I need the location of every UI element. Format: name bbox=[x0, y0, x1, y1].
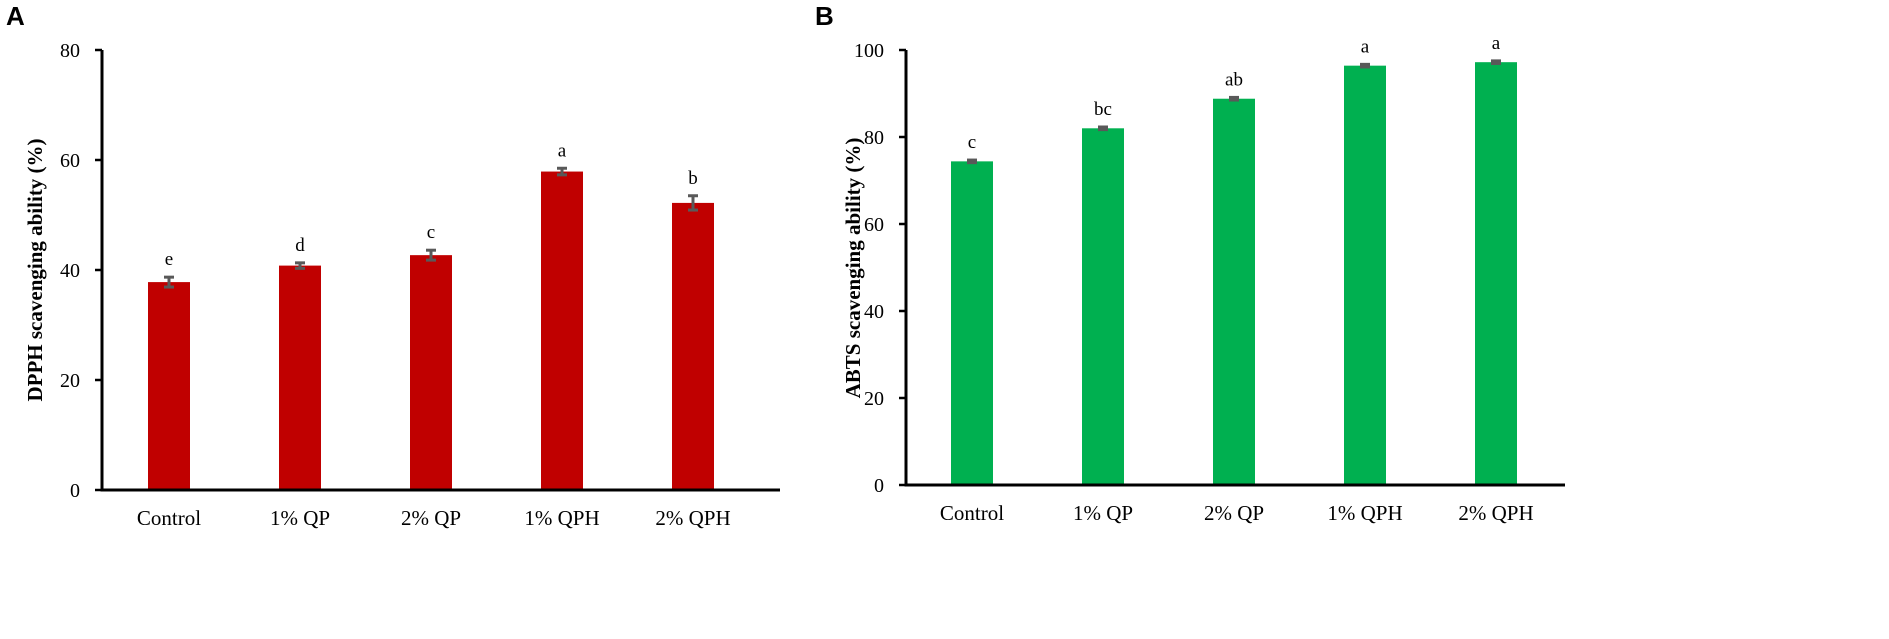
y-tick-label: 60 bbox=[60, 150, 80, 172]
x-tick-label: 1% QP bbox=[270, 506, 330, 530]
x-tick-label: 2% QPH bbox=[655, 506, 730, 530]
significance-label: ab bbox=[1225, 69, 1243, 90]
y-tick-label: 80 bbox=[864, 127, 884, 149]
bar bbox=[1475, 62, 1517, 486]
panel-letter-b: B bbox=[815, 1, 834, 31]
bar bbox=[279, 265, 321, 490]
y-tick-label: 20 bbox=[60, 370, 80, 392]
y-tick-label: 100 bbox=[854, 40, 884, 62]
y-axis-title: ABTS scavenging ability (%) bbox=[841, 138, 865, 399]
bar bbox=[541, 171, 583, 491]
bar bbox=[1082, 128, 1124, 486]
y-tick-label: 20 bbox=[864, 388, 884, 410]
significance-label: a bbox=[1492, 33, 1501, 54]
bar bbox=[1344, 65, 1386, 485]
x-tick-label: 1% QP bbox=[1073, 501, 1133, 525]
bar bbox=[672, 202, 714, 490]
x-tick-label: Control bbox=[137, 506, 201, 530]
panel-a: A e Control d 1% QP c 2% QP a 1% QPH b 2% QPH 0 20 4… bbox=[6, 1, 780, 530]
bar bbox=[148, 282, 190, 490]
significance-label: a bbox=[1361, 36, 1370, 57]
panel-letter-a: A bbox=[6, 1, 25, 31]
x-tick-label: 1% QPH bbox=[524, 506, 599, 530]
bar bbox=[410, 255, 452, 490]
y-tick-label: 0 bbox=[874, 475, 884, 497]
x-tick-label: 1% QPH bbox=[1327, 501, 1402, 525]
significance-label: c bbox=[427, 222, 435, 243]
x-tick-label: 2% QPH bbox=[1458, 501, 1533, 525]
significance-label: c bbox=[968, 132, 976, 153]
bar bbox=[1213, 98, 1255, 485]
y-tick-label: 60 bbox=[864, 214, 884, 236]
y-tick-label: 80 bbox=[60, 40, 80, 62]
x-tick-label: 2% QP bbox=[401, 506, 461, 530]
y-tick-label: 0 bbox=[70, 480, 80, 502]
x-tick-label: Control bbox=[940, 501, 1004, 525]
y-tick-label: 40 bbox=[60, 260, 80, 282]
y-axis-title: DPPH scavenging ability (%) bbox=[23, 138, 47, 401]
panel-b: B c Control bc 1% QP ab 2% QP a 1% QPH a 2% QPH 0 2… bbox=[815, 1, 1565, 525]
bar bbox=[951, 161, 993, 486]
significance-label: b bbox=[688, 168, 698, 189]
significance-label: bc bbox=[1094, 99, 1112, 120]
significance-label: e bbox=[165, 249, 173, 270]
x-tick-label: 2% QP bbox=[1204, 501, 1264, 525]
significance-label: a bbox=[558, 140, 567, 161]
y-tick-label: 40 bbox=[864, 301, 884, 323]
significance-label: d bbox=[295, 235, 305, 256]
